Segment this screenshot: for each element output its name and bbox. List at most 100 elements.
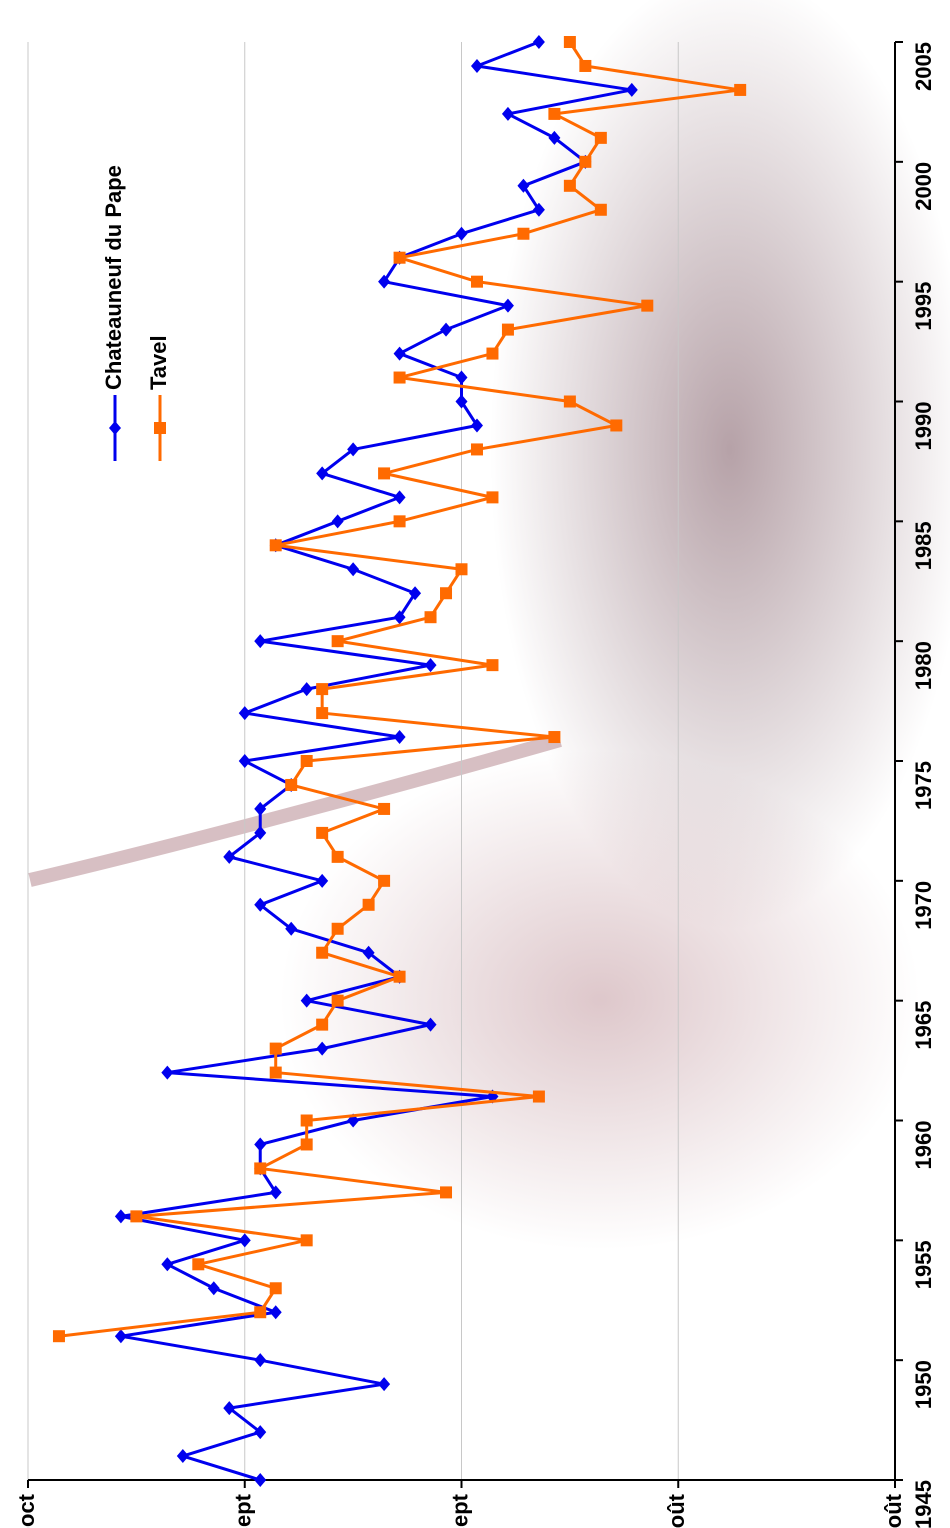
x-tick-label: 1985 [911,521,936,570]
x-tick-label: 1965 [911,1001,936,1050]
data-point [393,515,406,528]
data-point [254,1353,267,1368]
x-tick-label: 1960 [911,1121,936,1170]
data-point [532,202,545,217]
data-point [300,682,313,697]
data-point [440,1186,453,1199]
legend-label: Tavel [146,335,171,390]
data-point [548,107,561,120]
data-point [316,683,329,696]
data-point [300,1234,313,1247]
data-point [238,706,251,721]
data-point [316,873,329,888]
data-point [393,371,406,384]
y-tick-label: 12-sept [447,1493,472,1528]
data-point [393,251,406,264]
data-point [470,58,483,73]
data-point [734,83,747,96]
data-point [316,946,329,959]
data-point [470,418,483,433]
legend-marker [154,422,166,434]
data-point [548,731,561,744]
data-point [594,131,607,144]
data-point [455,563,468,576]
data-point [238,754,251,768]
data-point [409,586,422,601]
data-point [347,562,360,577]
data-point [517,178,530,193]
x-tick-label: 1970 [911,881,936,930]
x-tick-label: 1980 [911,641,936,690]
x-tick-label: 2005 [911,42,936,91]
data-point [269,1042,282,1055]
data-point [501,323,514,336]
x-tick-label: 2000 [911,162,936,211]
data-point [517,227,530,240]
data-point [161,1065,174,1080]
data-point [486,491,499,504]
data-point [362,898,375,911]
data-point [114,1329,127,1344]
data-point [424,658,437,673]
data-point [130,1210,143,1223]
data-point [532,1090,545,1103]
x-tick-label: 1945 [911,1480,936,1528]
data-point [223,1401,236,1416]
data-point [486,659,499,672]
legend-label: Chateauneuf du Pape [101,165,126,390]
data-point [52,1330,65,1343]
data-point [316,1018,329,1031]
data-point [254,1473,267,1487]
data-point [378,802,391,815]
data-point [269,539,282,552]
data-point [254,1306,267,1319]
data-point [470,443,483,456]
data-point [223,849,236,864]
data-point [269,1282,282,1295]
data-point [378,274,391,289]
data-point [486,347,499,360]
data-point [393,970,406,983]
data-point [254,634,267,649]
data-point [285,921,298,936]
data-point [579,59,592,72]
data-point [331,994,344,1007]
data-point [594,203,607,216]
data-point [254,1425,267,1440]
data-point [176,1449,189,1464]
x-tick-label: 1950 [911,1360,936,1409]
data-point [300,1114,313,1127]
data-point [378,874,391,887]
data-point [347,442,360,457]
background-photo [28,0,950,1250]
data-point [362,945,375,960]
data-point [548,130,561,145]
data-point [207,1281,220,1296]
data-point [269,1066,282,1079]
y-tick-label: 26-sept [231,1493,256,1528]
y-tick-label: 15-août [881,1493,906,1528]
data-point [440,322,453,337]
data-point [161,1257,174,1272]
data-point [331,850,344,863]
data-point [316,1041,329,1056]
data-point [424,611,437,624]
data-point [300,993,313,1008]
y-tick-label: 10-oct [14,1493,39,1528]
data-point [316,826,329,839]
data-point [641,299,654,312]
data-point [563,179,576,192]
data-point [393,346,406,361]
data-point [393,730,406,745]
data-point [316,707,329,720]
data-point [269,1305,282,1320]
data-point [579,155,592,168]
data-point [501,106,514,121]
data-point [440,587,453,600]
data-point [238,1233,251,1248]
data-point [455,394,468,409]
x-tick-label: 1995 [911,282,936,331]
data-point [254,1162,267,1175]
